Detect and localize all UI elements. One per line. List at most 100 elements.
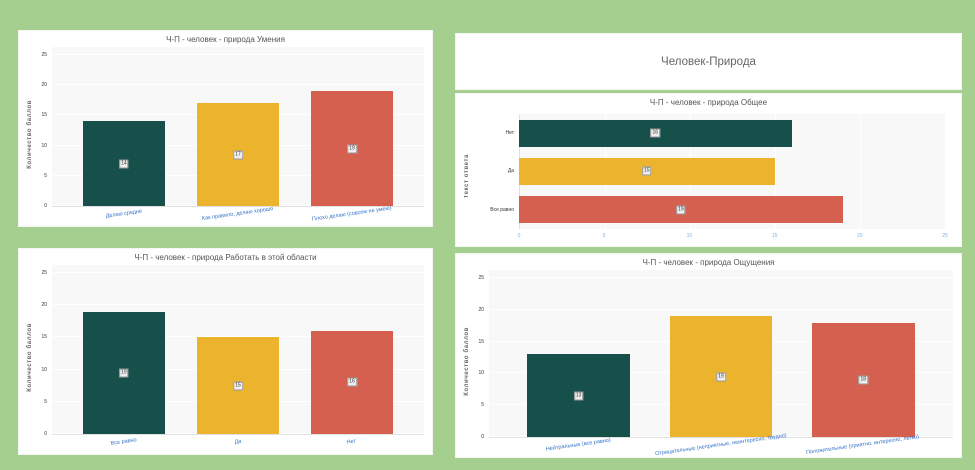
chart-oshchushcheniya: Количество баллов 0 5 10 15 20 25 13 19 18 Нейтрал… — [460, 270, 953, 457]
bar: 13 — [527, 354, 630, 437]
category-slot: Да — [181, 435, 295, 450]
category-slot: Делаю средне — [67, 207, 181, 222]
y-tick-label: 5 — [44, 398, 47, 405]
category-slot: Нет — [295, 435, 409, 450]
y-category-label: Все равно — [490, 206, 514, 213]
bar-value-label: 16 — [347, 377, 357, 387]
plot-area: Нет 16 Да 15 Все равно 19 0 5 10 15 20 25 — [475, 110, 953, 242]
plot-background: 0 5 10 15 20 25 13 19 18 — [478, 270, 953, 440]
y-tick-label: 15 — [478, 338, 484, 345]
chart-panel-rabotat: Ч-П - человек - природа Работать в этой … — [18, 248, 433, 455]
bar-value-label: 15 — [233, 381, 243, 391]
chart-umeniya: Количество баллов 0 5 10 15 20 25 14 17 19 Делаю с… — [23, 47, 424, 223]
bar-track: 15 — [519, 157, 945, 185]
y-tick-label: 15 — [41, 112, 47, 119]
y-axis-label-text: Количество баллов — [463, 327, 470, 396]
gridline — [52, 54, 424, 55]
bar-slot: 19 — [67, 273, 181, 434]
gridline — [52, 304, 424, 306]
bar: 19 — [519, 196, 843, 224]
bar-slot: 19 — [295, 55, 409, 206]
plot-area: 0 5 10 15 20 25 19 15 16 Все равно Да Нет — [41, 265, 424, 450]
chart-panel-umeniya: Ч-П - человек - природа Умения Количеств… — [18, 30, 433, 227]
x-category-label: Положительные (приятно, интересно, легко… — [806, 434, 920, 456]
bar-row: Да 15 — [475, 157, 945, 185]
bar-slot: 14 — [67, 55, 181, 206]
page-title: Человек-Природа — [661, 55, 756, 68]
plot-area: 0 5 10 15 20 25 13 19 18 Нейтральные (все равно) О… — [478, 270, 953, 457]
x-category-labels: Все равно Да Нет — [52, 435, 424, 450]
bar: 19 — [82, 311, 165, 434]
x-tick-label: 25 — [942, 233, 948, 239]
x-tick-labels: 0 5 10 15 20 25 — [517, 231, 948, 242]
x-category-labels: Делаю средне Как правило, делаю хорошо Пло… — [52, 205, 424, 222]
y-axis-label: Количество баллов — [23, 47, 36, 222]
gridline — [52, 84, 424, 86]
x-category-label: Плохо делаю (совсем не умею) — [311, 205, 392, 223]
y-tick-label: 5 — [44, 172, 47, 179]
y-tick-label: 0 — [44, 431, 47, 437]
bar-value-label: 15 — [642, 166, 652, 176]
y-category-label: Да — [507, 168, 514, 175]
plot-background: 0 5 10 15 20 25 19 15 16 — [41, 265, 424, 437]
bar-slot: 13 — [508, 278, 650, 437]
x-tick-label: 20 — [857, 233, 863, 239]
chart-panel-oshchushcheniya: Ч-П - человек - природа Ощущения Количес… — [455, 253, 962, 458]
bar: 16 — [519, 119, 792, 147]
gridline — [775, 114, 776, 229]
bar-value-label: 16 — [650, 128, 661, 138]
bar-track: 19 — [519, 196, 945, 224]
x-category-label: Нет — [346, 438, 357, 446]
y-tick-label: 5 — [481, 402, 484, 409]
y-tick-label: 0 — [44, 203, 47, 209]
chart-title: Ч-П - человек - природа Работать в этой … — [134, 253, 317, 262]
x-tick-label: 5 — [602, 233, 606, 239]
category-slot: Нейтральные (все равно) — [508, 438, 650, 453]
bar-slot: 17 — [181, 55, 295, 206]
plot-inner: 0 5 10 15 20 25 19 15 16 — [41, 270, 424, 437]
x-category-label: Нейтральные (все равно) — [545, 437, 612, 453]
y-tick-label: 10 — [41, 366, 47, 373]
plot-area: 0 5 10 15 20 25 14 17 19 Делаю средне Как правило,… — [41, 47, 424, 223]
chart-title: Ч-П - человек - природа Ощущения — [642, 258, 775, 267]
bar-slot: 19 — [650, 278, 792, 437]
bar: 19 — [669, 316, 773, 437]
bar-value-label: 14 — [119, 159, 129, 169]
y-tick-label: 20 — [41, 302, 47, 309]
y-axis-label-text: Текст ответа — [463, 153, 470, 199]
bar-value-label: 19 — [347, 144, 357, 154]
y-tick-label: 15 — [41, 334, 47, 341]
bar: 14 — [82, 121, 165, 206]
y-tick-label: 10 — [478, 370, 484, 377]
bar: 15 — [519, 157, 775, 185]
x-category-labels: Нейтральные (все равно) Отрицательные (не… — [489, 433, 953, 457]
bars-layer: Нет 16 Да 15 Все равно 19 — [475, 114, 945, 229]
chart-obshchee: Текст ответа Нет 16 Да 15 Все равно 19 0 5 10 15 20… — [460, 110, 953, 242]
bar-value-label: 18 — [858, 375, 869, 385]
x-category-label: Как правило, делаю хорошо — [201, 206, 274, 223]
y-axis-label: Количество баллов — [23, 265, 36, 450]
x-category-label: Все равно — [110, 437, 137, 447]
plot-background: 0 5 10 15 20 25 14 17 19 — [41, 47, 424, 209]
bar-value-label: 13 — [573, 391, 584, 401]
plot-inner: 0 5 10 15 20 25 14 17 19 — [41, 52, 424, 209]
y-tick-label: 20 — [41, 82, 47, 89]
y-tick-label: 10 — [41, 142, 47, 149]
x-tick-label: 0 — [517, 233, 521, 239]
bars-layer: 19 15 16 — [52, 273, 424, 434]
y-tick-label: 25 — [41, 270, 47, 276]
bar: 16 — [311, 330, 394, 434]
bar-slot: 15 — [181, 273, 295, 434]
header-panel: Человек-Природа — [455, 33, 962, 90]
x-tick-label: 10 — [686, 233, 693, 239]
bar-value-label: 17 — [233, 150, 243, 160]
bar-slot: 16 — [295, 273, 409, 434]
bar-value-label: 19 — [119, 368, 129, 378]
y-tick-label: 25 — [478, 275, 484, 281]
gridline — [945, 114, 946, 229]
gridline — [489, 277, 953, 278]
y-axis-label: Текст ответа — [460, 110, 473, 242]
category-slot: Плохо делаю (совсем не умею) — [295, 205, 409, 222]
gridline — [52, 272, 424, 273]
